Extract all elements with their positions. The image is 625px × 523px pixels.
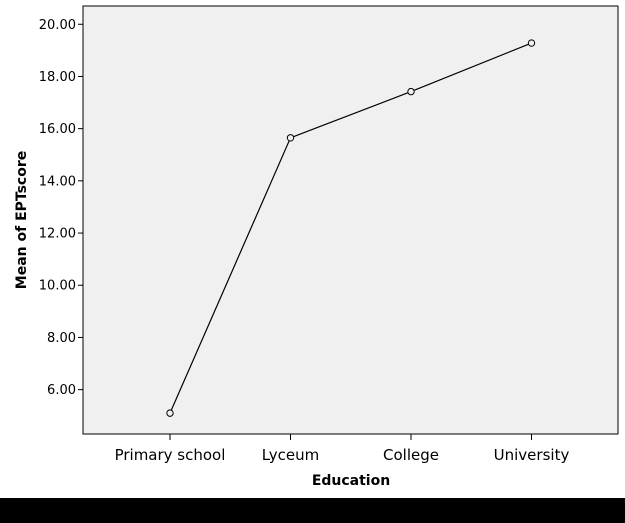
x-tick-label: Lyceum (262, 446, 319, 464)
x-tick-label: Primary school (115, 446, 226, 464)
data-point (166, 409, 174, 417)
y-tick-label: 6.00 (47, 383, 76, 398)
bottom-black-band (0, 498, 625, 523)
x-axis: Primary school Lyceum College University (115, 434, 570, 464)
data-point (286, 134, 295, 142)
y-axis-title: Mean of EPTscore (14, 151, 30, 289)
y-tick-label: 8.00 (47, 331, 76, 346)
y-axis: 6.00 8.00 10.00 12.00 14.00 16.00 18.00 20.00 (39, 18, 83, 398)
plot-area (82, 5, 619, 435)
y-tick-label: 16.00 (39, 122, 76, 137)
line-chart: 6.00 8.00 10.00 12.00 14.00 16.00 18.00 20.00 P… (14, 5, 619, 489)
series-line (169, 42, 532, 414)
x-tick-label: College (383, 446, 439, 464)
y-tick-label: 20.00 (39, 18, 76, 33)
data-point (527, 39, 536, 47)
x-axis-title: Education (312, 473, 390, 489)
y-tick-label: 12.00 (39, 227, 76, 242)
series-layer (166, 39, 536, 417)
y-tick-label: 18.00 (39, 70, 76, 85)
y-tick-label: 10.00 (39, 279, 76, 294)
y-tick-label: 14.00 (39, 174, 76, 189)
data-point (407, 87, 415, 96)
x-tick-label: University (494, 446, 570, 464)
